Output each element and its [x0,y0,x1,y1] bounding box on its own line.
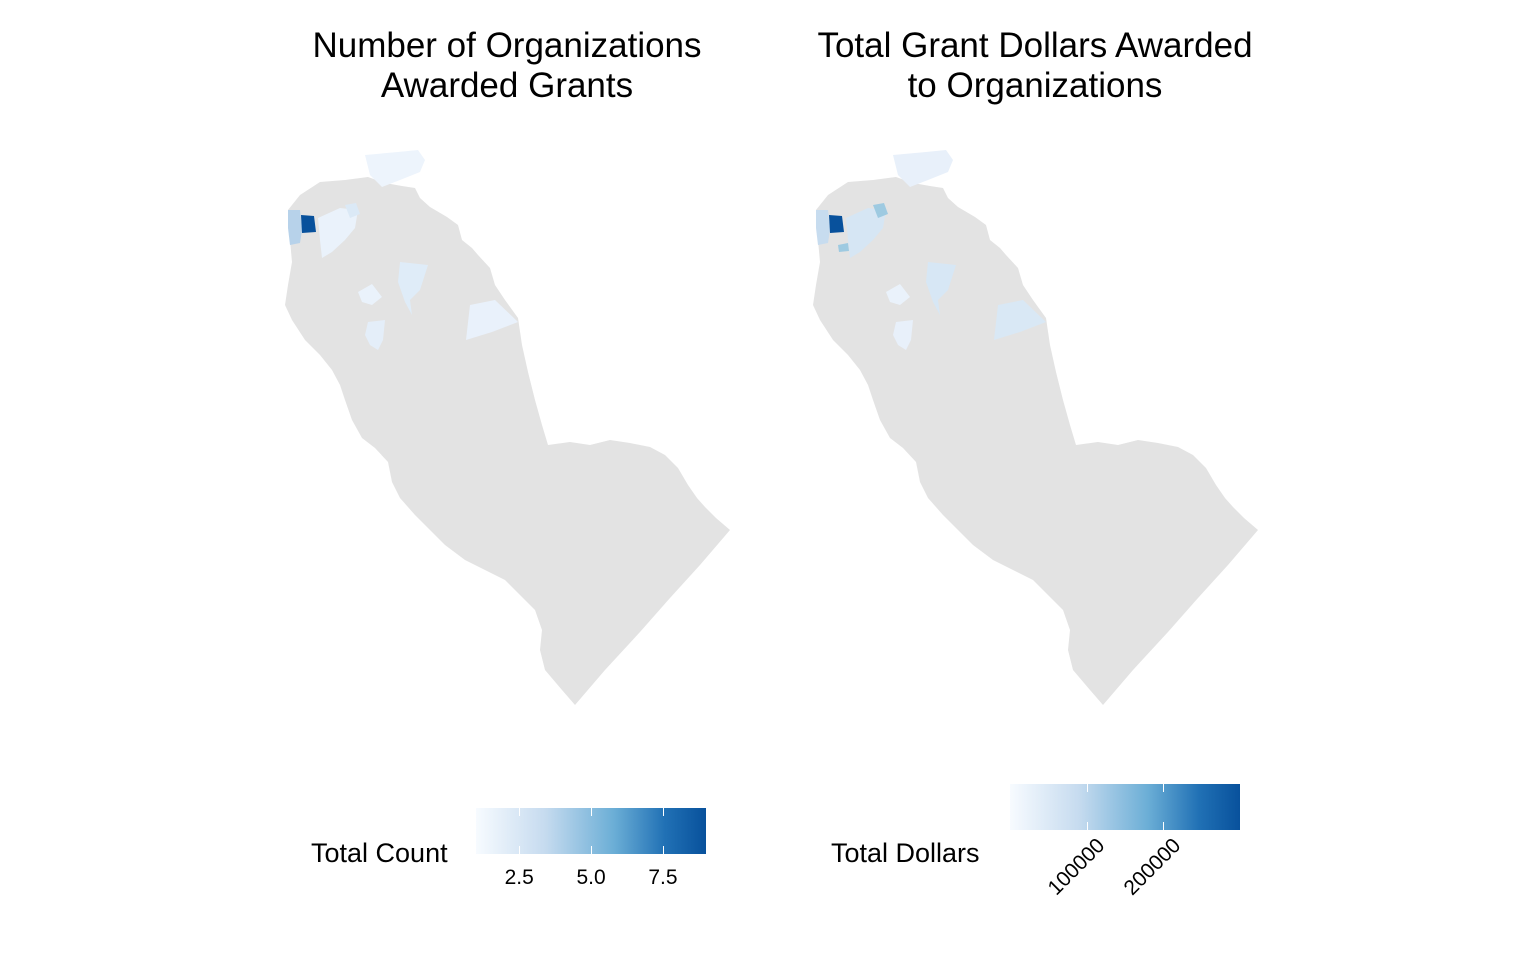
panel-title-count-line1: Number of Organizations [312,26,702,65]
tract-west-dark [829,215,844,233]
tract-north [365,150,425,187]
tract-central-north [846,208,886,258]
tract-west-dark [301,215,316,233]
colorbar-tick-mark [591,846,592,854]
tract-mid-right [926,262,956,315]
tract-lower-left [893,320,913,350]
colorbar-tick-mark [1163,784,1165,792]
panel-title-dollars: Total Grant Dollars Awarded to Organizat… [775,26,1295,106]
colorbar-tick-mark [591,808,592,816]
tract-north [893,150,953,187]
colorbar-tick-mark [662,808,664,816]
colorbar-tick-mark [519,808,521,816]
colorbar-tick-label: 2.5 [504,866,534,889]
tract-west-light [288,210,302,245]
colorbar-tick-mark [662,846,664,854]
colorbar-tick-label: 7.5 [648,866,678,889]
tract-small-blue [838,243,849,252]
county-base-region [813,177,1258,705]
panel-title-count: Number of Organizations Awarded Grants [247,26,767,106]
panel-title-count-line2: Awarded Grants [380,66,634,105]
tract-west-light [816,210,830,245]
colorbar-dollars [1010,784,1240,830]
colorbar-tick-mark [1163,822,1165,830]
tract-mid-left [886,284,910,305]
map-panel-dollars [813,150,1258,705]
tract-east [994,300,1046,340]
tract-mid-right [398,262,428,315]
panel-title-dollars-line2: to Organizations [907,66,1163,105]
tract-central-north [318,208,358,258]
county-base-region [285,177,730,705]
tract-central-north-b [345,203,360,218]
tract-lower-left [365,320,385,350]
tract-east [466,300,518,340]
tract-central-north-b [873,203,888,218]
map-panel-count [285,150,730,705]
panel-title-dollars-line1: Total Grant Dollars Awarded [817,26,1253,65]
colorbar-tick-mark [1086,822,1088,830]
colorbar-tick-mark [1086,784,1088,792]
colorbar-tick-mark [519,846,521,854]
legend-title-count: Total Count [311,838,448,868]
tract-mid-left [358,284,382,305]
legend-title-dollars: Total Dollars [831,838,980,868]
colorbar-tick-label: 5.0 [576,866,606,889]
